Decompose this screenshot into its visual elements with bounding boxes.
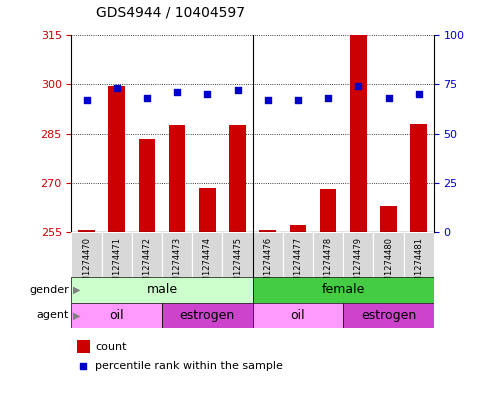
Bar bbox=[343, 303, 434, 328]
Text: GSM1274471: GSM1274471 bbox=[112, 237, 121, 293]
Text: GSM1274477: GSM1274477 bbox=[293, 237, 303, 294]
Point bbox=[204, 91, 211, 97]
Bar bbox=[313, 232, 343, 277]
Point bbox=[385, 95, 392, 101]
Text: GSM1274479: GSM1274479 bbox=[354, 237, 363, 293]
Text: GSM1274480: GSM1274480 bbox=[384, 237, 393, 293]
Text: estrogen: estrogen bbox=[180, 309, 235, 322]
Point bbox=[113, 85, 121, 92]
Point bbox=[415, 91, 423, 97]
Text: oil: oil bbox=[109, 309, 124, 322]
Text: oil: oil bbox=[291, 309, 305, 322]
Bar bbox=[78, 230, 95, 232]
Point bbox=[173, 89, 181, 95]
Text: agent: agent bbox=[36, 310, 69, 320]
Bar bbox=[283, 232, 313, 277]
Bar bbox=[71, 232, 102, 277]
Text: GSM1274476: GSM1274476 bbox=[263, 237, 272, 294]
Bar bbox=[290, 225, 306, 232]
Text: GDS4944 / 10404597: GDS4944 / 10404597 bbox=[96, 6, 245, 20]
Text: estrogen: estrogen bbox=[361, 309, 416, 322]
Text: GSM1274473: GSM1274473 bbox=[173, 237, 182, 294]
Text: GSM1274474: GSM1274474 bbox=[203, 237, 212, 293]
Text: male: male bbox=[146, 283, 177, 296]
Bar bbox=[343, 232, 374, 277]
Text: ▶: ▶ bbox=[72, 310, 80, 320]
Bar bbox=[222, 232, 252, 277]
Bar bbox=[162, 303, 252, 328]
Point bbox=[354, 83, 362, 90]
Bar bbox=[192, 232, 222, 277]
Text: GSM1274478: GSM1274478 bbox=[323, 237, 333, 294]
Bar bbox=[320, 189, 336, 232]
Bar bbox=[259, 230, 276, 232]
Bar bbox=[108, 86, 125, 232]
Text: GSM1274481: GSM1274481 bbox=[414, 237, 423, 293]
Point bbox=[324, 95, 332, 101]
Bar bbox=[229, 125, 246, 232]
Point bbox=[264, 97, 272, 103]
Bar bbox=[411, 124, 427, 232]
Bar bbox=[252, 303, 343, 328]
Point bbox=[83, 97, 91, 103]
Text: gender: gender bbox=[29, 285, 69, 295]
Bar bbox=[380, 206, 397, 232]
Bar bbox=[199, 188, 215, 232]
Point bbox=[234, 87, 242, 94]
Bar bbox=[350, 35, 367, 232]
Bar bbox=[162, 232, 192, 277]
Point bbox=[79, 363, 87, 369]
Bar bbox=[252, 232, 283, 277]
Bar bbox=[373, 232, 404, 277]
Point bbox=[294, 97, 302, 103]
Text: percentile rank within the sample: percentile rank within the sample bbox=[95, 361, 283, 371]
Text: GSM1274470: GSM1274470 bbox=[82, 237, 91, 293]
Bar bbox=[71, 303, 162, 328]
Bar bbox=[169, 125, 185, 232]
Bar bbox=[71, 277, 252, 303]
Text: count: count bbox=[95, 342, 127, 352]
Bar bbox=[132, 232, 162, 277]
Text: GSM1274472: GSM1274472 bbox=[142, 237, 151, 293]
Bar bbox=[77, 340, 90, 353]
Bar bbox=[139, 139, 155, 232]
Text: ▶: ▶ bbox=[72, 285, 80, 295]
Point bbox=[143, 95, 151, 101]
Text: GSM1274475: GSM1274475 bbox=[233, 237, 242, 293]
Text: female: female bbox=[321, 283, 365, 296]
Bar bbox=[102, 232, 132, 277]
Bar bbox=[252, 277, 434, 303]
Bar bbox=[404, 232, 434, 277]
